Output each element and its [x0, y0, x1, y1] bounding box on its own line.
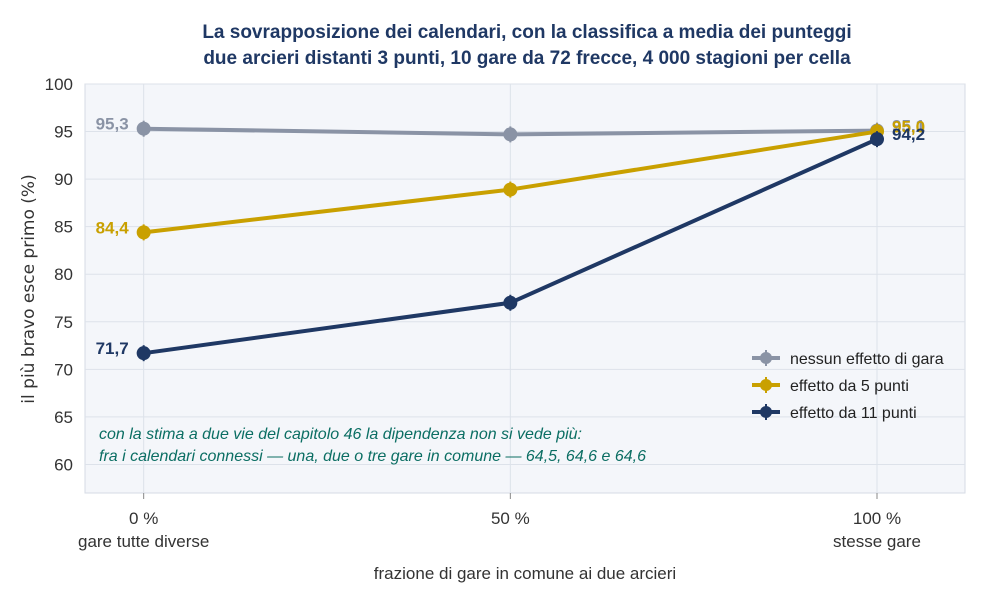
series-point: [503, 127, 518, 142]
x-tick-sublabel: stesse gare: [833, 532, 921, 551]
x-tick-label: 0 %: [129, 509, 158, 528]
legend-swatch-marker: [760, 352, 772, 364]
series-point: [136, 121, 151, 136]
y-tick-label: 100: [45, 75, 73, 94]
series-point: [136, 346, 151, 361]
annotation-line-1: con la stima a due vie del capitolo 46 l…: [99, 426, 582, 443]
legend-swatch-marker: [760, 379, 772, 391]
legend-label: effetto da 5 punti: [790, 378, 909, 395]
legend-entry: nessun effetto di gara: [752, 350, 944, 368]
data-label: 95,1: [892, 117, 925, 136]
y-tick-label: 75: [54, 313, 73, 332]
data-label: 84,4: [96, 218, 130, 237]
x-tick-label: 100 %: [853, 509, 901, 528]
legend-entry: effetto da 5 punti: [752, 377, 909, 395]
plot-area: [84, 83, 966, 494]
series-point: [136, 225, 151, 240]
legend-entry: effetto da 11 punti: [752, 404, 917, 422]
annotation-line-2: fra i calendari connessi — una, due o tr…: [99, 448, 646, 465]
y-tick-label: 85: [54, 218, 73, 237]
legend-swatch-marker: [760, 406, 772, 418]
data-labels: 95,3 95,1 84,4 95,0 71,7 94,2: [96, 115, 926, 358]
annotation: con la stima a due vie del capitolo 46 l…: [99, 426, 646, 465]
series-point: [503, 182, 518, 197]
y-tick-label: 70: [54, 360, 73, 379]
x-tick-label: 50 %: [491, 509, 530, 528]
y-tick-label: 60: [54, 455, 73, 474]
data-label: 95,0: [892, 118, 925, 137]
data-label: 95,3: [96, 115, 129, 134]
y-tick-label: 65: [54, 408, 73, 427]
legend-label: effetto da 11 punti: [790, 405, 917, 422]
grid: [85, 83, 965, 499]
y-tick-label: 90: [54, 170, 73, 189]
legend-label: nessun effetto di gara: [790, 351, 944, 368]
x-tick-labels: 0 % gare tutte diverse 50 % 100 % stesse gar…: [78, 509, 921, 551]
chart-title: La sovrapposizione dei calendari, con la…: [202, 22, 851, 43]
y-tick-label: 80: [54, 265, 73, 284]
data-label: 71,7: [96, 339, 129, 358]
y-axis-label: il più bravo esce primo (%): [19, 174, 39, 403]
chart-subtitle: due arcieri distanti 3 punti, 10 gare da…: [203, 48, 851, 69]
legend: nessun effetto di gara effetto da 5 punti…: [752, 350, 944, 422]
series-group: [136, 120, 884, 362]
data-label: 94,2: [892, 125, 925, 144]
y-tick-label: 95: [54, 123, 73, 142]
series-point: [870, 132, 884, 147]
series-point: [503, 295, 518, 310]
x-tick-sublabel: gare tutte diverse: [78, 532, 209, 551]
x-axis-label: frazione di gare in comune ai due arcier…: [374, 564, 676, 583]
y-tick-labels: 60 65 70 75 80 85 90 95 100: [45, 75, 73, 474]
